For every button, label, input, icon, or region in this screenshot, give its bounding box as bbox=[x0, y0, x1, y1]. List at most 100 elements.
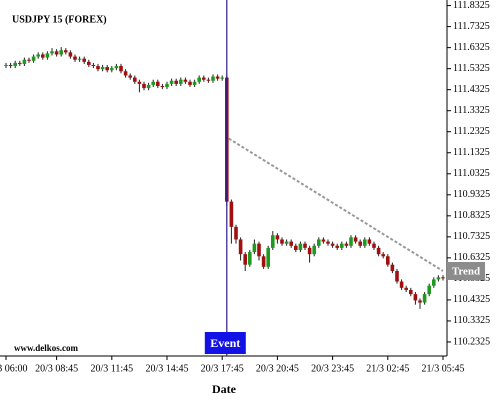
candle-body bbox=[289, 241, 293, 246]
watermark: www.delkos.com bbox=[14, 343, 79, 353]
y-tick-label: 110.3325 bbox=[453, 315, 490, 326]
candle-body bbox=[404, 287, 408, 290]
candle-body bbox=[326, 241, 330, 244]
candle-body bbox=[137, 81, 142, 84]
candle-body bbox=[427, 285, 431, 295]
candle-body bbox=[312, 245, 316, 255]
candle-body bbox=[188, 81, 192, 85]
candle-body bbox=[298, 243, 303, 250]
candle-body bbox=[381, 254, 385, 257]
candle-body bbox=[179, 79, 183, 84]
y-tick-label: 110.7325 bbox=[453, 231, 490, 242]
x-tick-label: 20/3 17:45 bbox=[201, 363, 244, 374]
candle-body bbox=[22, 59, 27, 64]
candle-body bbox=[82, 58, 86, 62]
candle-body bbox=[261, 256, 266, 267]
candle-body bbox=[133, 77, 137, 82]
candle-body bbox=[409, 289, 413, 295]
candle-body bbox=[96, 66, 100, 70]
y-tick-label: 110.2325 bbox=[453, 336, 490, 347]
candle-body bbox=[123, 71, 128, 76]
candle-body bbox=[321, 239, 326, 242]
trend-label-box bbox=[447, 262, 485, 281]
candle-body bbox=[271, 235, 275, 248]
candle-body bbox=[68, 52, 73, 57]
candle-body bbox=[54, 51, 59, 55]
y-tick-label: 111.3325 bbox=[453, 105, 490, 116]
candle-body bbox=[363, 239, 367, 246]
x-tick-label: 20/3 06:00 bbox=[0, 363, 28, 374]
trend-label: Trend bbox=[452, 266, 480, 278]
candle-body bbox=[8, 64, 13, 67]
candle-body bbox=[349, 237, 353, 246]
candle-body bbox=[215, 76, 220, 79]
candle-body bbox=[13, 62, 17, 67]
candle-body bbox=[390, 264, 395, 272]
candle-body bbox=[280, 239, 284, 244]
candle-body bbox=[229, 201, 234, 227]
candle-body bbox=[252, 243, 257, 253]
candle-body bbox=[64, 50, 68, 53]
candle-body bbox=[142, 83, 146, 89]
candle-body bbox=[422, 294, 427, 303]
x-axis-title: Date bbox=[212, 382, 237, 396]
candle-body bbox=[105, 67, 109, 71]
y-tick-label: 111.5325 bbox=[453, 63, 490, 74]
candle-body bbox=[238, 239, 243, 255]
candle-body bbox=[367, 239, 372, 244]
candle-body bbox=[386, 256, 390, 265]
candle-body bbox=[18, 62, 22, 64]
candle-body bbox=[174, 80, 178, 84]
candle-body bbox=[165, 83, 169, 88]
candle-body bbox=[197, 77, 201, 82]
candle-body bbox=[87, 61, 91, 65]
candle-body bbox=[31, 56, 36, 61]
x-tick-label: 20/3 23:45 bbox=[311, 363, 354, 374]
candle-body bbox=[110, 68, 114, 71]
candle-body bbox=[77, 58, 82, 60]
y-tick-label: 110.8325 bbox=[453, 210, 490, 221]
candle-body bbox=[151, 81, 155, 85]
y-tick-label: 111.6325 bbox=[453, 42, 490, 53]
candle-body bbox=[340, 243, 344, 248]
candle-body bbox=[114, 66, 119, 69]
y-tick-label: 111.7325 bbox=[453, 21, 490, 32]
candle-body bbox=[156, 81, 160, 86]
trend-line bbox=[228, 137, 444, 272]
candle-body bbox=[160, 85, 165, 88]
candle-body bbox=[436, 277, 441, 280]
candle-body bbox=[372, 243, 376, 248]
candle-body bbox=[344, 243, 349, 246]
candle-body bbox=[192, 81, 197, 85]
x-tick-label: 20/3 20:45 bbox=[256, 363, 299, 374]
y-tick-label: 111.0325 bbox=[453, 168, 490, 179]
x-tick-label: 21/3 05:45 bbox=[421, 363, 464, 374]
candle-body bbox=[358, 241, 362, 246]
candle-body bbox=[275, 235, 280, 240]
candle-body bbox=[294, 245, 298, 250]
candle-body bbox=[50, 51, 54, 54]
candle-body bbox=[169, 80, 174, 84]
candle-body bbox=[418, 300, 422, 303]
candle-body bbox=[330, 243, 335, 246]
candle-body bbox=[206, 79, 211, 81]
candle-body bbox=[284, 241, 289, 244]
x-tick-label: 20/3 08:45 bbox=[35, 363, 78, 374]
candle-body bbox=[303, 243, 307, 248]
candle-body bbox=[36, 54, 40, 57]
candle-body bbox=[248, 252, 252, 265]
candle-body bbox=[399, 281, 404, 288]
x-tick-label: 20/3 11:45 bbox=[90, 363, 133, 374]
candle-body bbox=[202, 77, 206, 80]
x-tick-label: 21/3 02:45 bbox=[366, 363, 409, 374]
candle-body bbox=[128, 75, 132, 78]
y-tick-label: 110.6325 bbox=[453, 252, 490, 263]
y-tick-label: 111.8325 bbox=[453, 0, 490, 11]
candle-body bbox=[100, 67, 105, 70]
candle-body bbox=[41, 54, 45, 58]
candle-body bbox=[73, 56, 77, 60]
candle-body bbox=[146, 84, 151, 89]
candle-body bbox=[220, 77, 224, 79]
